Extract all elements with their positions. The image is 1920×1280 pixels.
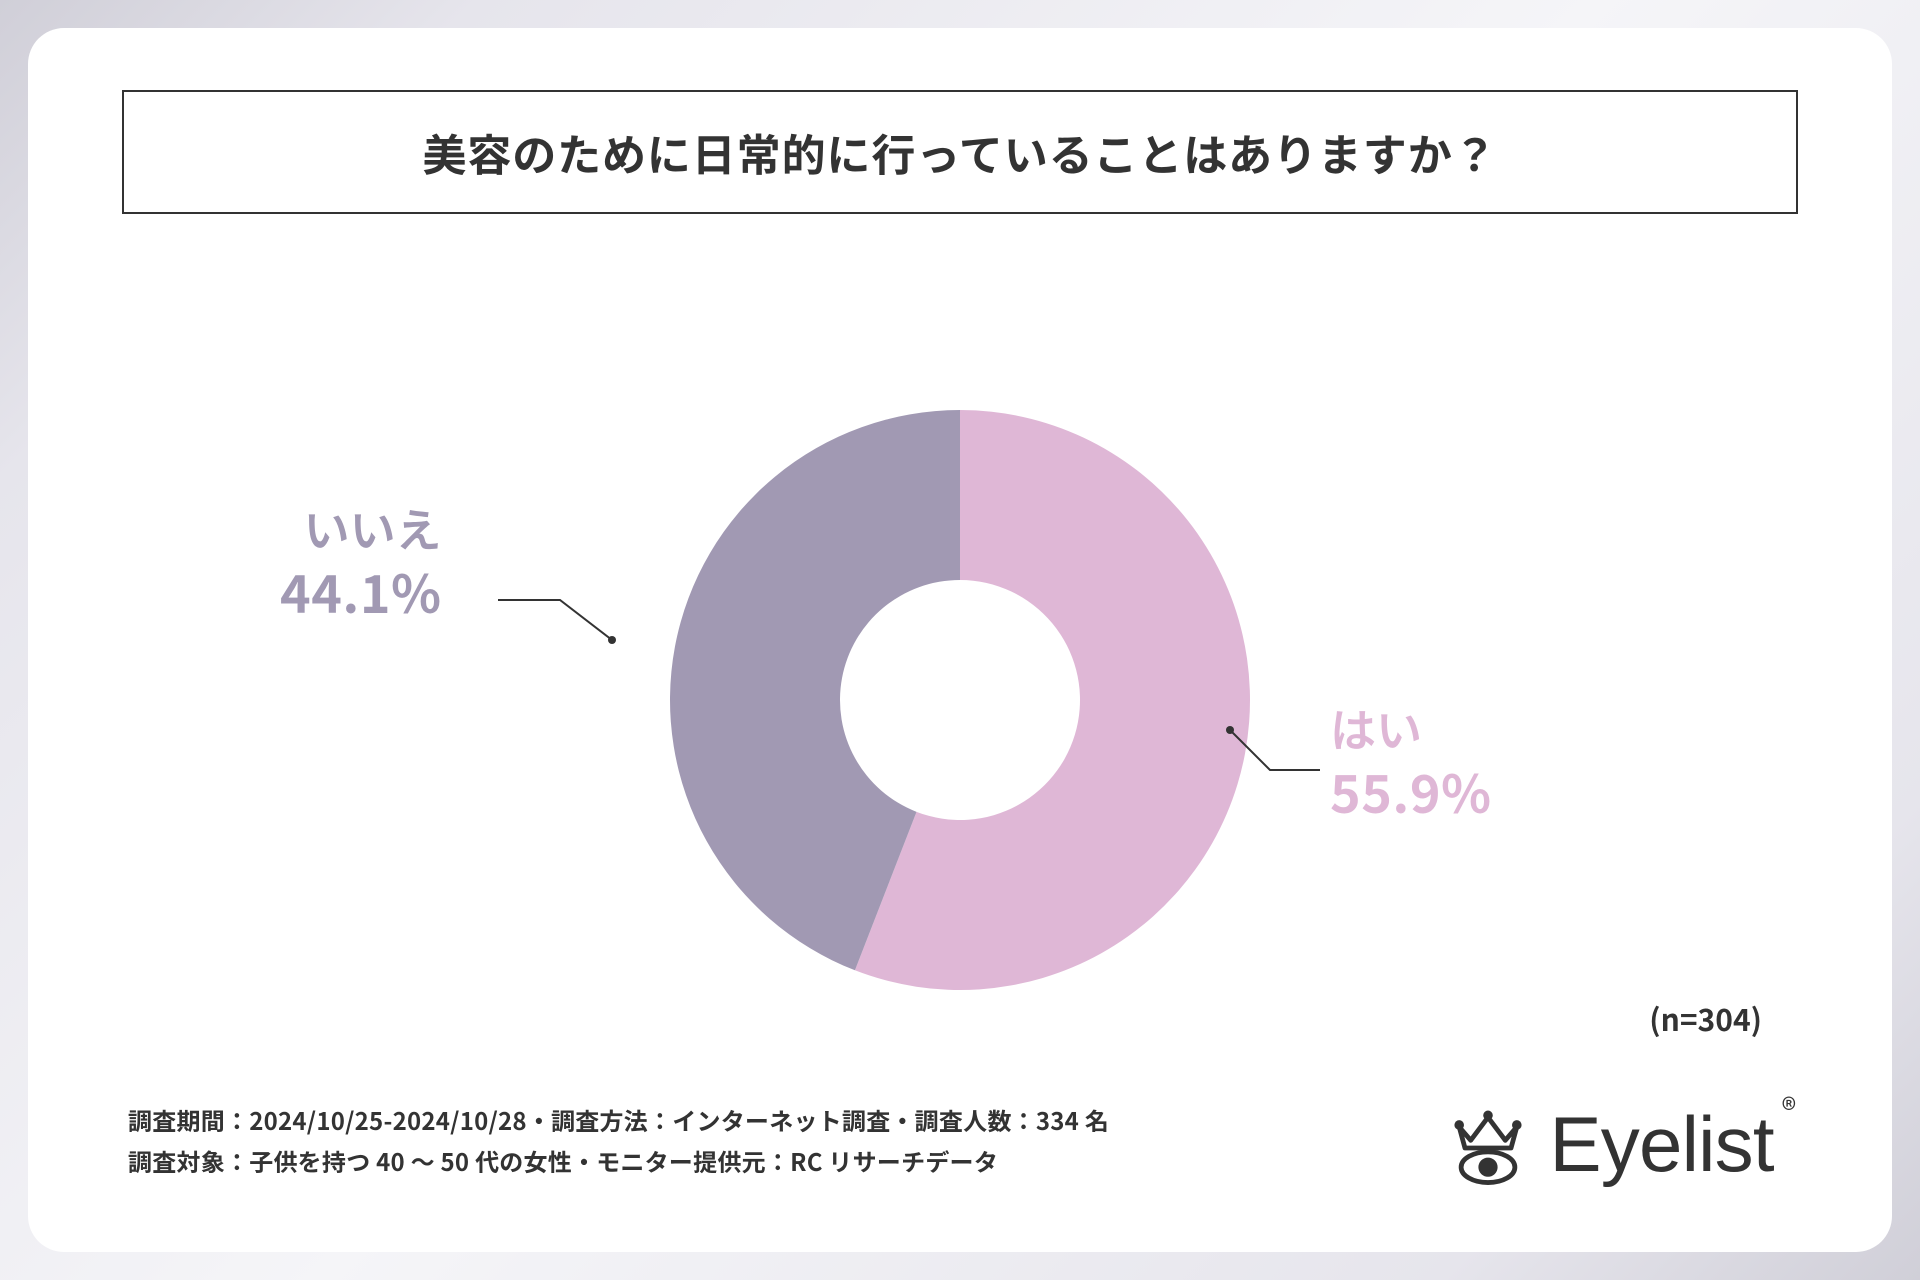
- eyelist-crown-eye-icon: [1440, 1100, 1536, 1196]
- survey-meta-line2: 調査対象：子供を持つ 40 〜 50 代の女性・モニター提供元：RC リサーチデ…: [128, 1141, 1109, 1182]
- slice-label-yes-pct: 55.9%: [1330, 758, 1492, 823]
- leader-no-dot: [608, 636, 616, 644]
- title-box: 美容のために日常的に行っていることはありますか？: [122, 90, 1798, 214]
- slice-label-no-pct: 44.1%: [280, 558, 442, 623]
- slice-label-yes-name: はい: [1330, 700, 1492, 758]
- brand-logo: Eyelist ®: [1440, 1096, 1802, 1192]
- slice-label-yes: はい 55.9%: [1330, 700, 1492, 823]
- registered-mark: ®: [1782, 1086, 1796, 1130]
- slice-label-no-name: いいえ: [280, 500, 442, 558]
- survey-meta-line1: 調査期間：2024/10/25-2024/10/28・調査方法：インターネット調…: [128, 1100, 1109, 1141]
- brand-name: Eyelist: [1550, 1099, 1774, 1190]
- survey-metadata: 調査期間：2024/10/25-2024/10/28・調査方法：インターネット調…: [128, 1100, 1109, 1182]
- infographic-card: 美容のために日常的に行っていることはありますか？ はい 55.9% いいえ 44…: [28, 28, 1892, 1252]
- chart-title: 美容のために日常的に行っていることはありますか？: [423, 120, 1498, 184]
- slice-label-no: いいえ 44.1%: [280, 500, 442, 623]
- donut-chart: [640, 380, 1280, 1020]
- leader-no: [498, 600, 612, 640]
- sample-size: (n=304): [1649, 996, 1762, 1040]
